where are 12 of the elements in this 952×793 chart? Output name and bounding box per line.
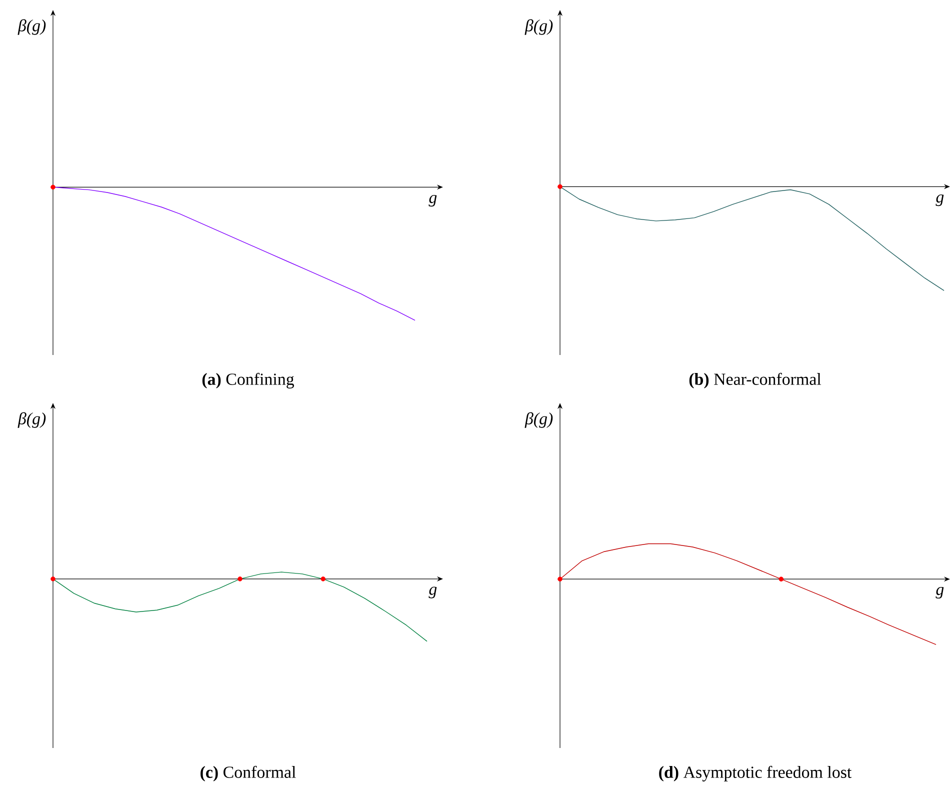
y-axis-title: β(g) bbox=[18, 412, 46, 428]
y-axis-title: β(g) bbox=[524, 412, 553, 428]
x-axis-title: g bbox=[936, 586, 944, 599]
x-axis-title: g bbox=[428, 195, 437, 207]
text: (b) Near-conformal bbox=[689, 372, 822, 388]
y-axis-title: β(g) bbox=[524, 19, 553, 35]
text: (c) Conformal bbox=[200, 766, 296, 782]
y-axis-title: β(g) bbox=[18, 19, 46, 35]
x-axis-title: g bbox=[428, 586, 437, 598]
text: (d) Asymptotic freedom lost bbox=[659, 766, 852, 782]
text: (a) Confining bbox=[202, 372, 294, 388]
x-axis-title: g bbox=[936, 194, 944, 206]
